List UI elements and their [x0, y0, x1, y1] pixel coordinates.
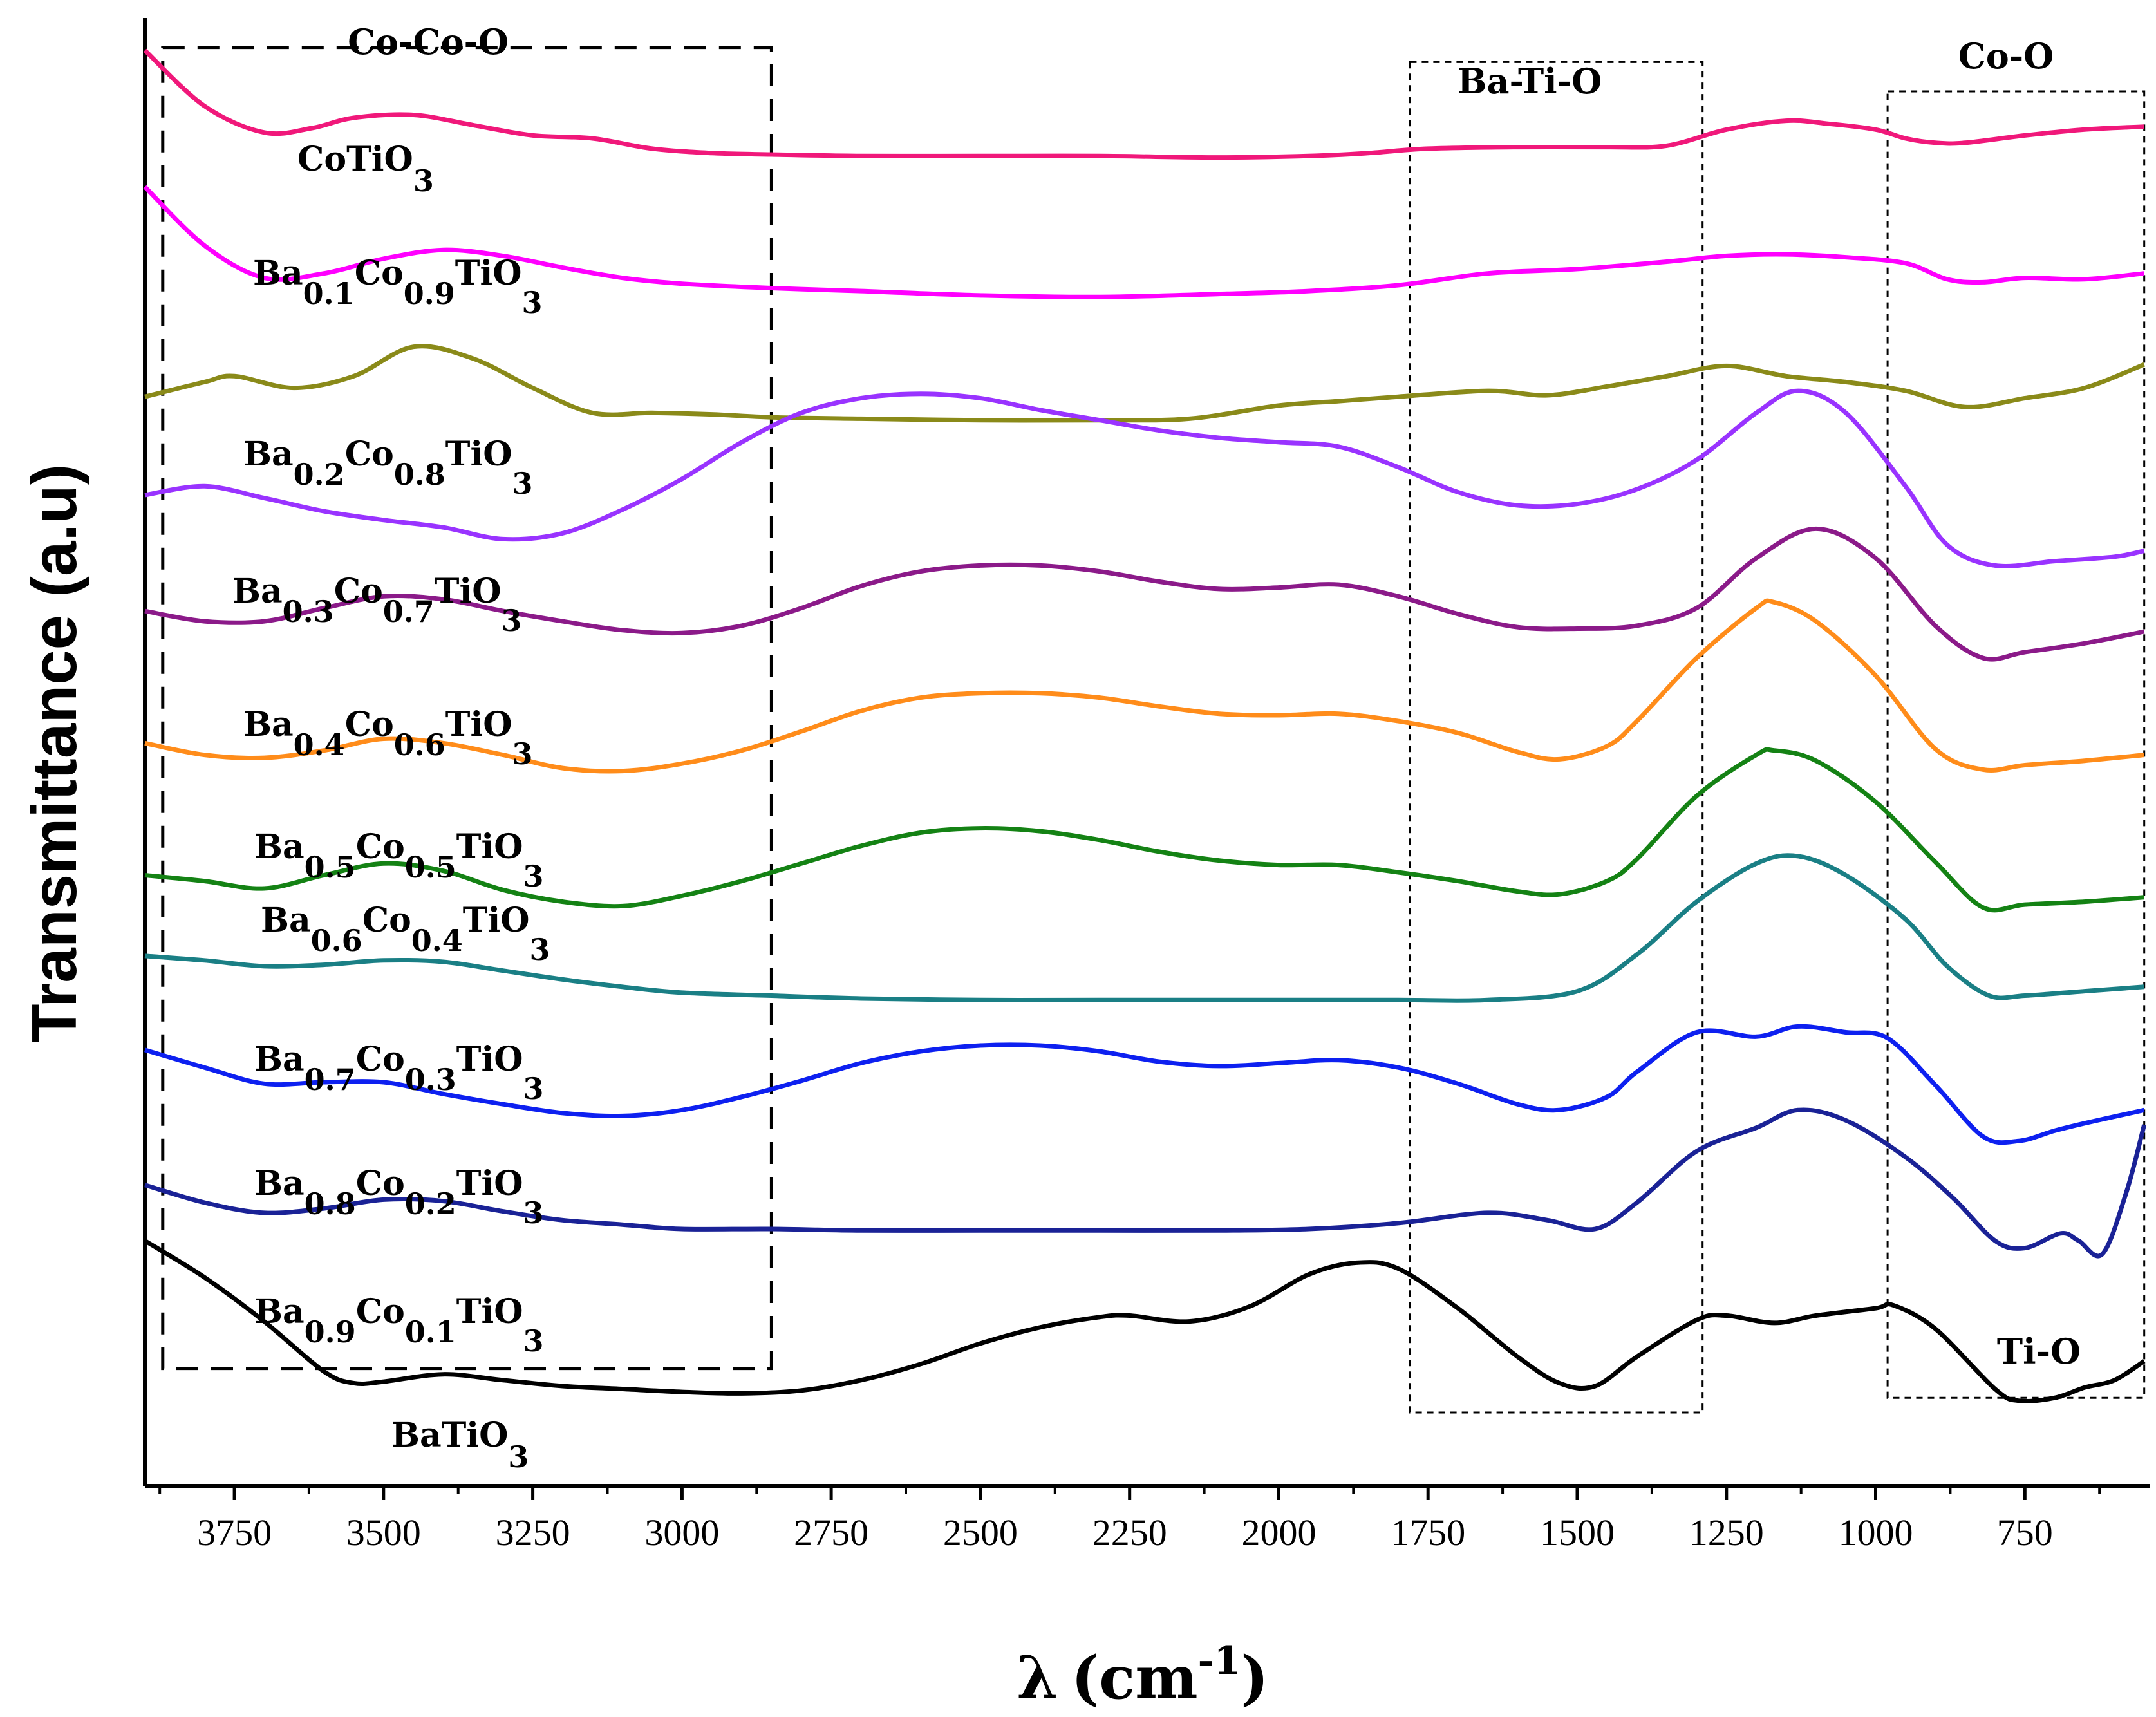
region-box-ba-ti-o	[1409, 61, 1704, 1414]
x-tick-label: 1000	[1839, 1512, 1913, 1553]
series-label-ba05: Ba0.5Co0.5TiO3	[254, 827, 544, 894]
y-axis-title: Transmittance (a.u)	[19, 464, 89, 1043]
series-label-cotio3: CoTiO3	[297, 140, 434, 198]
x-tick-label: 2250	[1092, 1512, 1167, 1553]
x-tick-label: 1750	[1391, 1512, 1465, 1553]
x-tick-label: 3250	[496, 1512, 570, 1553]
series-line-ba0-3co0-7tio3	[144, 388, 2145, 569]
x-tick-label: 750	[1997, 1512, 2053, 1553]
series-label-batio3: BaTiO3	[391, 1416, 529, 1474]
x-tick-label: 3750	[197, 1512, 272, 1553]
region-label-ba-ti-o: Ba-Ti-O	[1458, 61, 1602, 102]
series-label-ba06: Ba0.6Co0.4TiO3	[261, 901, 550, 967]
series-line-ba0-6co0-4tio3	[144, 747, 2144, 913]
series-label-ba02: Ba0.2Co0.8TiO3	[243, 435, 533, 501]
series-label-ba01: Ba0.1Co0.9TiO3	[253, 254, 543, 320]
x-tick-label: 3000	[644, 1512, 719, 1553]
series-line-cotio3	[143, 48, 2144, 160]
region-boxes	[161, 46, 2146, 1414]
series-label-ba07: Ba0.7Co0.3TiO3	[254, 1040, 544, 1106]
series-label-ba08: Ba0.8Co0.2TiO3	[254, 1164, 544, 1230]
x-ticks: 3750 3500 3250 3000 2750 2500 2250 2000 1750 1500…	[158, 1486, 2101, 1553]
series-line-ba0-8co0-2tio3	[144, 1024, 2145, 1145]
x-tick-label: 1500	[1540, 1512, 1615, 1553]
series-lines	[143, 48, 2147, 1403]
series-line-ba0-1co0-9tio3	[143, 185, 2145, 299]
x-tick-label: 1250	[1689, 1512, 1764, 1553]
region-label-co-o: Co-O	[1958, 35, 2054, 77]
region-box-co-co-o	[161, 46, 773, 1371]
x-axis-title: λ (cm-1)	[1017, 1638, 1269, 1712]
x-tick-label: 2000	[1242, 1512, 1317, 1553]
x-tick-label: 2500	[943, 1512, 1018, 1553]
series-label-ba03: Ba0.3Co0.7TiO3	[232, 572, 522, 638]
series-line-batio3	[144, 1239, 2146, 1403]
region-label-co-co-o: Co-Co-O	[348, 21, 509, 62]
series-label-ba09: Ba0.9Co0.1TiO3	[254, 1292, 544, 1358]
series-line-ba0-9co0-1tio3	[144, 1107, 2147, 1259]
x-tick-label: 3500	[346, 1512, 421, 1553]
series-line-ba0-4co0-6tio3	[144, 526, 2145, 662]
series-label-ba04: Ba0.4Co0.6TiO3	[243, 705, 533, 771]
region-label-ti-o: Ti-O	[1997, 1331, 2081, 1372]
series-line-ba0-7co0-3tio3	[144, 853, 2144, 1003]
series-line-ba0-5co0-5tio3	[144, 598, 2145, 774]
series-line-ba0-2co0-8tio3	[144, 344, 2145, 423]
x-tick-label: 2750	[794, 1512, 868, 1553]
region-box-co-o	[1886, 90, 2146, 1399]
